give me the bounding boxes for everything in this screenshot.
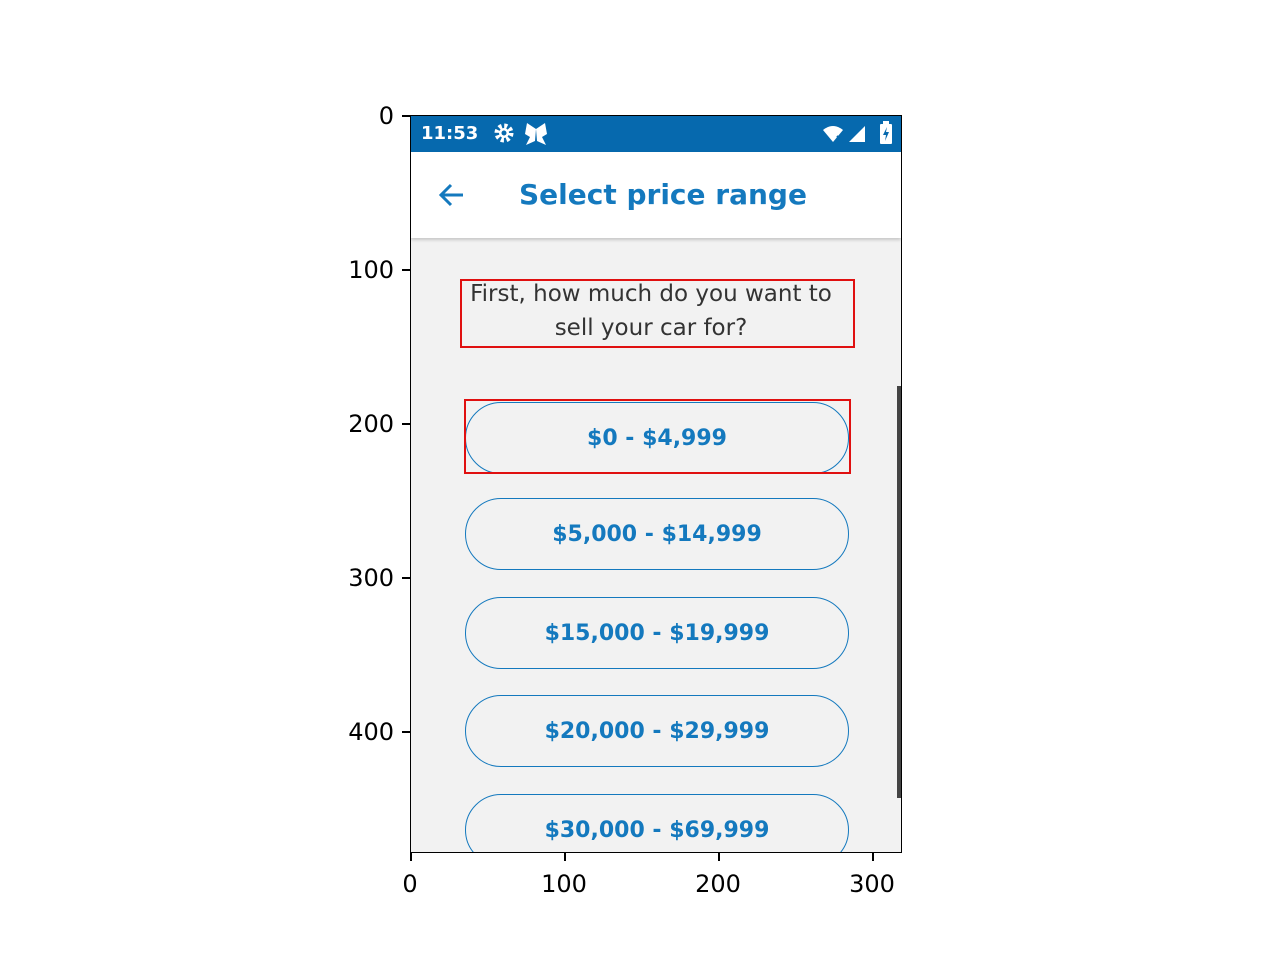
app-bar: Select price range	[411, 152, 901, 238]
back-arrow-icon[interactable]	[437, 180, 467, 214]
xtick-mark	[410, 853, 412, 861]
xtick-label: 300	[849, 870, 895, 898]
price-option-button[interactable]: $20,000 - $29,999	[465, 695, 849, 767]
xtick-mark	[872, 853, 874, 861]
price-option-button[interactable]: $0 - $4,999	[465, 402, 849, 474]
battery-icon	[879, 121, 893, 149]
ytick-mark	[402, 423, 410, 425]
price-option-button[interactable]: $30,000 - $69,999	[465, 794, 849, 852]
signal-icon	[847, 124, 867, 148]
xtick-label: 100	[541, 870, 587, 898]
xtick-mark	[718, 853, 720, 861]
ytick-label: 0	[378, 102, 394, 130]
question-text: First, how much do you want to sell your…	[470, 281, 832, 341]
phone-screenshot: 11:53	[410, 115, 902, 853]
ytick-label: 300	[348, 564, 394, 592]
ytick-mark	[402, 731, 410, 733]
ytick-mark	[402, 269, 410, 271]
butterfly-icon	[523, 121, 549, 151]
gear-icon	[493, 122, 515, 148]
ytick-label: 400	[348, 718, 394, 746]
ytick-label: 200	[348, 410, 394, 438]
scrollbar[interactable]	[897, 386, 901, 798]
ytick-mark	[402, 577, 410, 579]
wifi-icon	[821, 124, 845, 148]
price-option-button[interactable]: $15,000 - $19,999	[465, 597, 849, 669]
ytick-mark	[402, 115, 410, 117]
xtick-label: 200	[695, 870, 741, 898]
price-option-button[interactable]: $5,000 - $14,999	[465, 498, 849, 570]
page-title: Select price range	[519, 178, 807, 211]
status-time: 11:53	[421, 123, 479, 144]
xtick-label: 0	[402, 870, 418, 898]
xtick-mark	[564, 853, 566, 861]
status-bar: 11:53	[411, 116, 901, 152]
ytick-label: 100	[348, 256, 394, 284]
